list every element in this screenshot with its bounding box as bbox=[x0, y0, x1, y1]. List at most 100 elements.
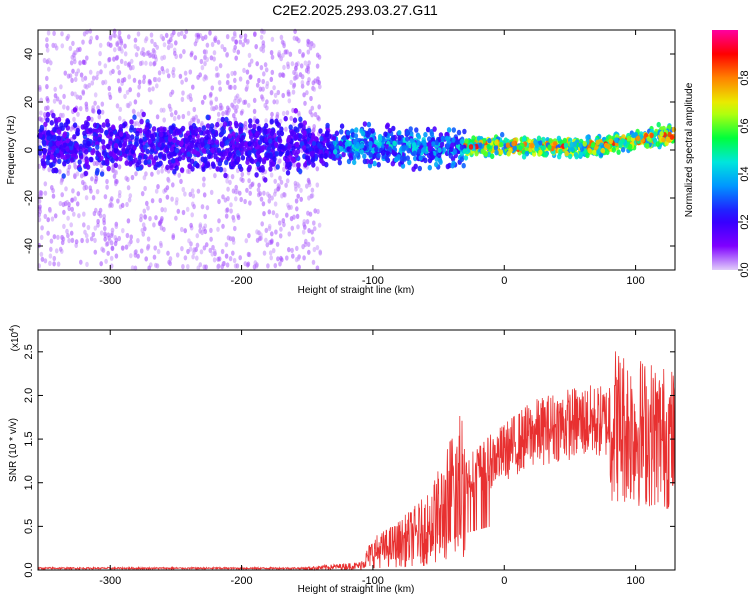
spectrogram-cell bbox=[300, 80, 305, 86]
spectrogram-cell bbox=[234, 39, 238, 45]
spectrogram-cell bbox=[103, 236, 107, 242]
spectrogram-cell bbox=[325, 122, 330, 129]
spectrogram-cell bbox=[81, 179, 85, 186]
spectrogram-cell bbox=[76, 191, 81, 197]
spectrogram-cell bbox=[132, 114, 137, 120]
spectrogram-cell bbox=[256, 125, 261, 132]
spectrogram-cell bbox=[53, 43, 58, 49]
spectrogram-cell bbox=[123, 93, 127, 99]
spectrogram-cell bbox=[198, 72, 202, 78]
spectrogram-cell bbox=[199, 249, 204, 255]
spectrogram-cell bbox=[220, 248, 225, 255]
spectrogram-cell bbox=[176, 128, 181, 134]
spectrogram-cell bbox=[275, 99, 279, 105]
spectrogram-cell bbox=[200, 120, 204, 126]
spectrogram-cell bbox=[139, 118, 144, 125]
spectrogram-cell bbox=[500, 131, 505, 138]
spectrogram-cell bbox=[139, 213, 143, 219]
spectrogram-cell bbox=[278, 143, 283, 150]
spectrogram-cell bbox=[66, 33, 71, 40]
spectrogram-cell bbox=[270, 231, 274, 237]
spectrogram-cell bbox=[413, 163, 418, 170]
spectrogram-cell bbox=[70, 91, 75, 97]
spectrogram-cell bbox=[186, 151, 191, 157]
spectrogram-cell bbox=[269, 50, 274, 56]
spectrogram-cell bbox=[130, 265, 135, 271]
spectrogram-cell bbox=[313, 208, 318, 214]
spectrogram-cell bbox=[216, 117, 221, 123]
spectrogram-cell bbox=[224, 140, 230, 146]
spectrogram-cell bbox=[166, 73, 171, 79]
spectrogram-cell bbox=[142, 144, 148, 151]
spectrogram-cell bbox=[230, 138, 236, 145]
spectrogram-cell bbox=[84, 161, 89, 168]
spectrogram-cell bbox=[133, 43, 138, 49]
spectrogram-cell bbox=[83, 170, 89, 177]
spectrogram-cell bbox=[146, 205, 150, 211]
spectrogram-cell bbox=[96, 109, 102, 115]
spectrogram-cell bbox=[232, 217, 236, 223]
spectrogram-cell bbox=[115, 103, 120, 109]
spectrogram-cell bbox=[65, 146, 70, 152]
spectrogram-cell bbox=[53, 86, 57, 92]
spectrogram-cell bbox=[315, 182, 320, 188]
spectrogram-cell bbox=[374, 146, 379, 153]
colorbar-label: Normalized spectral amplitude bbox=[684, 82, 695, 217]
spectrogram-cell bbox=[221, 223, 225, 229]
spectrogram-cell bbox=[294, 152, 299, 158]
spectrogram-cell bbox=[220, 44, 225, 50]
spectrogram-cell bbox=[512, 145, 517, 152]
spectrogram-cell bbox=[368, 140, 373, 147]
spectrogram-cell bbox=[284, 126, 288, 132]
spectrogram-cell bbox=[66, 233, 70, 239]
spectrogram-cell bbox=[148, 61, 153, 67]
spectrogram-cell bbox=[404, 145, 409, 151]
spectrogram-cell bbox=[104, 129, 109, 136]
spectrogram-cell bbox=[91, 195, 96, 201]
spectrogram-cell bbox=[158, 197, 163, 204]
spectrogram-cell bbox=[89, 156, 94, 163]
spectrogram-cell bbox=[157, 70, 162, 76]
spectrogram-cell bbox=[217, 80, 222, 86]
spectrogram-cell bbox=[104, 258, 108, 264]
spectrogram-cell bbox=[81, 76, 85, 82]
spectrogram-x-axis-label: Height of straight line (km) bbox=[298, 285, 415, 296]
spectrogram-cell bbox=[330, 144, 335, 150]
spectrogram-cell bbox=[278, 175, 282, 181]
spectrogram-cell bbox=[70, 237, 75, 243]
spectrogram-cell bbox=[269, 118, 274, 125]
spectrogram-cell bbox=[293, 75, 298, 81]
spectrogram-cell bbox=[142, 78, 146, 85]
spectrogram-cell bbox=[148, 216, 152, 222]
spectrogram-cell bbox=[196, 32, 200, 38]
spectrogram-cell bbox=[165, 164, 170, 171]
spectrogram-cell bbox=[109, 232, 114, 238]
spectrogram-cell bbox=[191, 137, 196, 144]
spectrogram-cell bbox=[177, 31, 181, 37]
spectrogram-cell bbox=[153, 41, 157, 48]
spectrogram-cell bbox=[49, 238, 54, 244]
spectrogram-cell bbox=[291, 83, 296, 89]
spectrogram-cell bbox=[98, 51, 102, 57]
spectrogram-cell bbox=[274, 151, 280, 157]
spectrogram-cell bbox=[143, 154, 148, 160]
spectrogram-cell bbox=[217, 256, 222, 262]
spectrogram-cell bbox=[262, 190, 266, 196]
spectrogram-cell bbox=[168, 256, 173, 262]
spectrogram-cell bbox=[61, 173, 66, 179]
spectrogram-cell bbox=[299, 63, 304, 69]
spectrogram-cell bbox=[216, 39, 221, 45]
spectrogram-cell bbox=[151, 160, 157, 166]
spectrogram-cell bbox=[258, 191, 263, 197]
spectrogram-cell bbox=[282, 166, 286, 172]
spectrogram-cell bbox=[175, 252, 180, 258]
spectrogram-cell bbox=[73, 196, 77, 202]
spectrogram-cell bbox=[224, 159, 229, 166]
spectrogram-cell bbox=[614, 137, 619, 143]
spectrogram-cell bbox=[45, 75, 49, 81]
spectrogram-cell bbox=[60, 153, 65, 160]
spectrogram-cell bbox=[280, 257, 284, 263]
spectrogram-cell bbox=[590, 142, 596, 148]
spectrogram-cell bbox=[301, 229, 306, 235]
spectrogram-cell bbox=[113, 162, 119, 169]
